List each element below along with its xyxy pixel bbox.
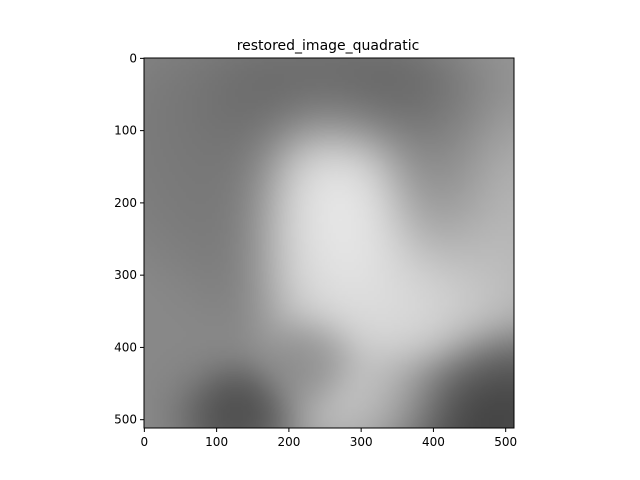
x-tick-label: 300 [350, 435, 373, 449]
y-axis-ticks: 0 100 200 300 400 500 [114, 51, 144, 427]
x-tick-label: 100 [205, 435, 228, 449]
y-tick-label: 100 [114, 124, 137, 138]
plot-frame [143, 57, 515, 429]
y-tick-label: 400 [114, 340, 137, 354]
y-tick-label: 300 [114, 268, 137, 282]
y-tick-label: 0 [129, 51, 137, 65]
x-tick-label: 0 [141, 435, 149, 449]
axes: 0 100 200 300 400 500 0 100 200 300 400 500 [114, 51, 517, 449]
x-tick-label: 200 [277, 435, 300, 449]
x-tick-label: 500 [494, 435, 517, 449]
chart-title: restored_image_quadratic [237, 38, 420, 54]
x-tick-label: 400 [422, 435, 445, 449]
heatmap-image-holder [144, 58, 514, 428]
heatmap-image [144, 58, 514, 428]
y-tick-label: 200 [114, 196, 137, 210]
y-tick-label: 500 [114, 413, 137, 427]
x-axis-ticks: 0 100 200 300 400 500 [141, 428, 517, 449]
